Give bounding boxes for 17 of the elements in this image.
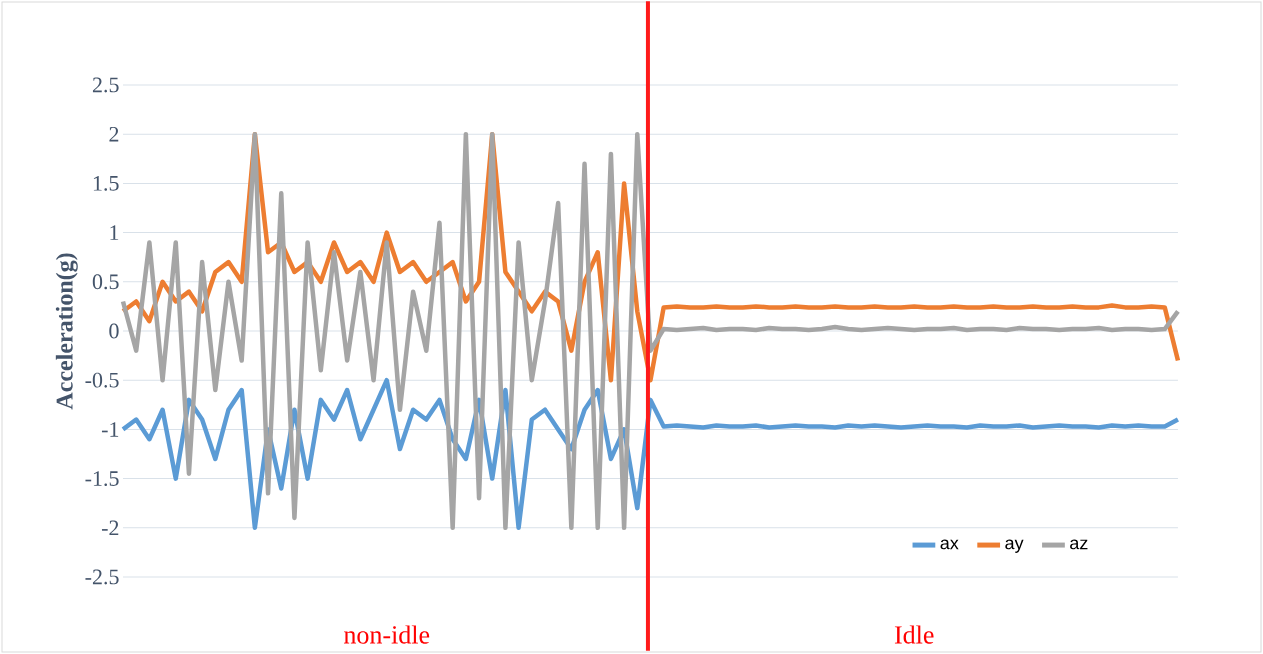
y-tick-label: -2 (101, 520, 119, 536)
y-tick-label: 0 (109, 323, 119, 339)
y-tick-label: -0.5 (85, 372, 119, 388)
y-axis-title: Acceleration(g) (55, 253, 78, 410)
y-tick-label: 1.5 (93, 175, 119, 191)
legend-label: ax (940, 539, 959, 550)
text: non-idle (344, 625, 430, 644)
text: Idle (894, 625, 934, 644)
legend-label: ay (1005, 539, 1024, 553)
y-tick-label: 1 (110, 225, 119, 240)
y-tick-label: 2.5 (92, 77, 119, 93)
legend-label: az (1070, 539, 1088, 550)
y-tick-label: -1.5 (85, 471, 119, 487)
y-tick-label: 2 (109, 126, 119, 142)
y-tick-label: -2.5 (85, 569, 119, 585)
y-tick-label: 0.5 (92, 274, 119, 290)
y-tick-label: -1 (101, 422, 119, 437)
